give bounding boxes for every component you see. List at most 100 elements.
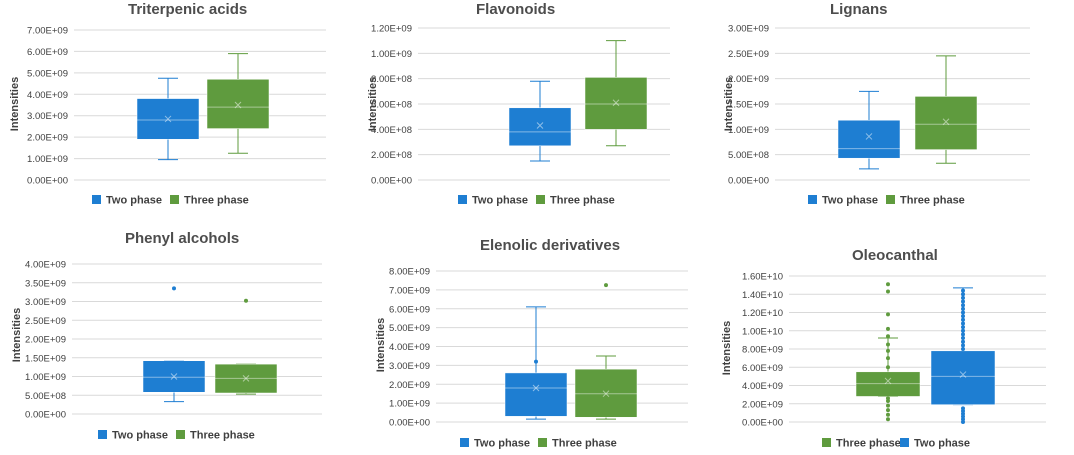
chart-title: Phenyl alcohols: [125, 230, 239, 247]
legend-label: Three phase: [836, 438, 901, 450]
chart-svg: Phenyl alcohols 0.00E+00 5.00E+08 1.00E+09 1…: [11, 230, 322, 442]
box-two-phase: [508, 80, 572, 162]
legend-label: Two phase: [822, 195, 878, 207]
chart-panel-oleocanthal: Oleocanthal 0.00E+00 2.00E+09 4.00E+09 6.00E…: [716, 230, 1074, 455]
mean-marker: [242, 375, 250, 382]
box-three-phase: [914, 55, 978, 164]
mean-marker: [602, 390, 610, 398]
legend-label: Three phase: [184, 195, 249, 207]
outlier-point: [961, 347, 965, 351]
chart-svg: Triterpenic acids 0.00E+00 1.00E+09 2.00E+0…: [9, 1, 326, 207]
chart-panel-flavonoids: Flavonoids 0.00E+00 2.00E+08 4.00E+08 6.00E+…: [358, 0, 698, 225]
y-tick-label: 3.50E+09: [25, 278, 66, 289]
y-tick-label: 1.60E+10: [742, 272, 783, 283]
y-tick-label: 1.00E+10: [742, 326, 783, 337]
outlier-point: [961, 317, 965, 322]
outlier-point: [961, 409, 965, 414]
outlier-point: [961, 328, 965, 333]
y-tick-label: 7.00E+09: [389, 285, 430, 296]
legend-label: Two phase: [472, 195, 528, 207]
legend-swatch: [538, 438, 547, 447]
y-tick-label: 6.00E+09: [389, 304, 430, 315]
legend-swatch: [170, 195, 179, 204]
legend-swatch: [808, 195, 817, 204]
outlier-point: [886, 334, 890, 339]
y-axis-label: Intensities: [721, 321, 733, 375]
y-axis-label: Intensities: [367, 77, 379, 131]
outlier-point: [961, 336, 965, 341]
y-tick-label: 0.00E+00: [371, 176, 412, 187]
chart-panel-lignans: Lignans 0.00E+00 5.00E+08 1.00E+09 1.50E+09 2…: [716, 0, 1066, 225]
outlier-point: [172, 286, 176, 291]
y-tick-label: 1.50E+09: [25, 353, 66, 364]
outlier-point: [961, 332, 965, 337]
outlier-point: [961, 295, 965, 300]
outlier-point: [961, 303, 965, 308]
y-axis-label: Intensities: [9, 77, 21, 131]
legend-label: Three phase: [550, 195, 615, 207]
y-tick-label: 0.00E+00: [728, 176, 769, 187]
mean-marker: [170, 373, 178, 380]
outlier-point: [961, 420, 965, 424]
y-tick-label: 7.00E+09: [27, 26, 68, 37]
outlier-point: [886, 403, 890, 408]
mean-marker: [959, 371, 967, 378]
outlier-point: [961, 306, 965, 311]
outlier-point: [604, 283, 608, 288]
outlier-point: [886, 282, 890, 287]
mean-marker: [532, 384, 540, 392]
y-tick-label: 4.00E+09: [742, 381, 783, 392]
outlier-point: [886, 356, 890, 361]
mean-marker: [612, 99, 620, 107]
outlier-point: [886, 348, 890, 353]
outlier-point: [534, 359, 538, 364]
chart-title: Flavonoids: [476, 1, 555, 18]
box-iqr: [504, 372, 568, 417]
legend-swatch: [98, 430, 107, 439]
y-tick-label: 1.20E+09: [371, 24, 412, 35]
y-tick-label: 5.00E+08: [25, 391, 66, 402]
outlier-point: [886, 312, 890, 317]
legend-label: Two phase: [106, 195, 162, 207]
y-tick-label: 4.00E+09: [27, 90, 68, 101]
box-two-phase: [930, 287, 996, 424]
y-tick-label: 6.00E+09: [742, 363, 783, 374]
y-tick-label: 1.00E+09: [27, 154, 68, 165]
y-tick-label: 4.00E+08: [371, 125, 412, 136]
legend-swatch: [92, 195, 101, 204]
box-three-phase: [214, 298, 278, 395]
box-iqr: [206, 79, 270, 129]
y-tick-label: 8.00E+09: [742, 345, 783, 356]
box-three-phase: [584, 40, 648, 147]
chart-svg: Lignans 0.00E+00 5.00E+08 1.00E+09 1.50E+09 2…: [723, 1, 1030, 207]
y-tick-label: 2.00E+09: [25, 335, 66, 346]
outlier-point: [244, 298, 248, 303]
box-iqr: [508, 107, 572, 147]
mean-marker: [884, 377, 892, 385]
box-two-phase: [136, 77, 200, 161]
outlier-point: [961, 321, 965, 326]
outlier-point: [961, 288, 965, 293]
y-tick-label: 0.00E+00: [27, 176, 68, 187]
mean-marker: [942, 118, 950, 126]
y-tick-label: 2.50E+09: [25, 316, 66, 327]
y-axis-label: Intensities: [723, 77, 735, 131]
y-tick-label: 5.00E+09: [27, 68, 68, 79]
legend-label: Two phase: [474, 438, 530, 450]
y-tick-label: 8.00E+08: [371, 74, 412, 85]
outlier-point: [886, 408, 890, 413]
box-two-phase: [504, 306, 568, 420]
outlier-point: [886, 396, 890, 401]
chart-panel-triterpenic-acids: Triterpenic acids 0.00E+00 1.00E+09 2.00E+0…: [0, 0, 340, 225]
legend-swatch: [176, 430, 185, 439]
legend-swatch: [900, 438, 909, 447]
box-iqr: [930, 350, 996, 405]
legend-label: Two phase: [112, 430, 168, 442]
chart-panel-phenyl-alcohols: Phenyl alcohols 0.00E+00 5.00E+08 1.00E+09 1…: [0, 230, 350, 455]
chart-svg: Oleocanthal 0.00E+00 2.00E+09 4.00E+09 6.00E…: [721, 247, 1046, 450]
outlier-point: [961, 339, 965, 344]
y-tick-label: 5.00E+08: [728, 150, 769, 161]
y-tick-label: 1.00E+09: [25, 372, 66, 383]
box-iqr: [837, 119, 901, 159]
y-tick-label: 2.00E+08: [371, 150, 412, 161]
